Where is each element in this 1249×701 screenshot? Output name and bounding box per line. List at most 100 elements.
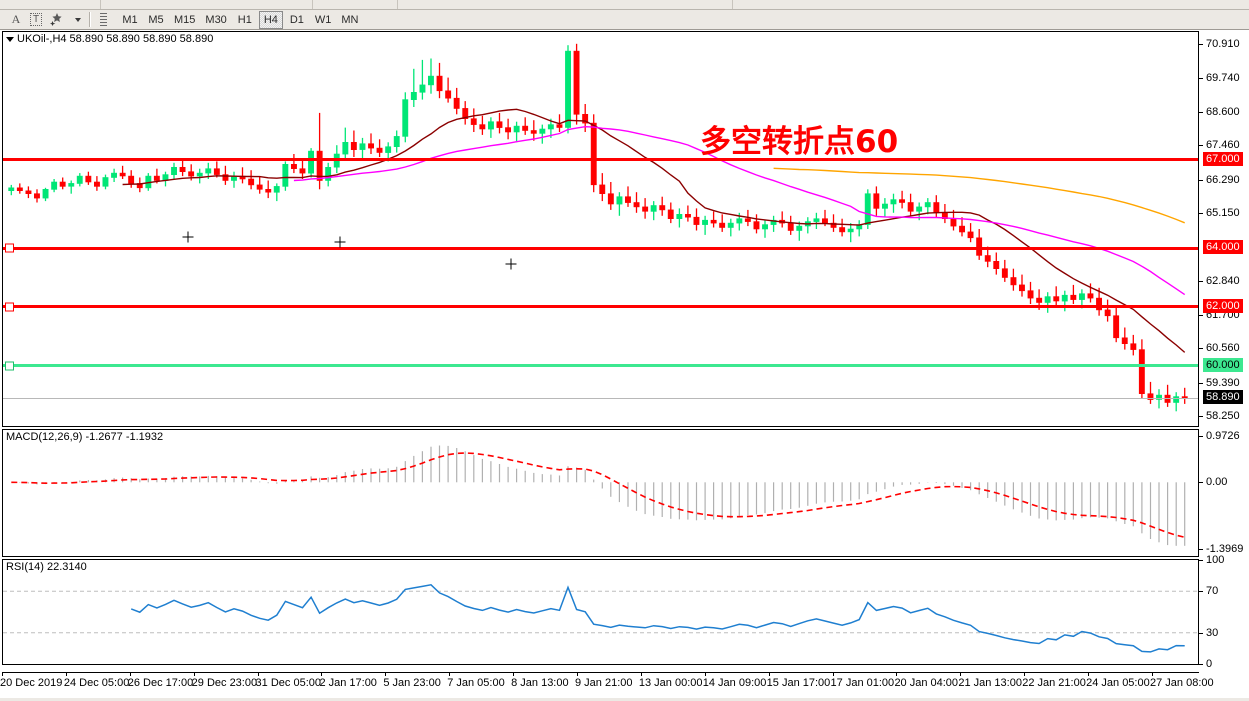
candle-body [102, 177, 109, 187]
candle-body [950, 218, 957, 227]
timeframe-button-m15[interactable]: M15 [174, 13, 196, 26]
candle-body [299, 168, 306, 174]
price-axis-label: 62.840 [1206, 275, 1240, 288]
moving-average-line [293, 125, 1186, 296]
candle-body [1104, 309, 1111, 317]
chart-area[interactable]: UKOil-,H4 58.890 58.890 58.890 58.890 MA… [0, 31, 1249, 701]
candle-body [1087, 293, 1094, 299]
price-axis[interactable]: 70.910 69.740 68.600 67.460 66.290 65.150 62.8… [1199, 31, 1249, 701]
candle-body [325, 167, 332, 181]
price-chart-panel[interactable]: UKOil-,H4 58.890 58.890 58.890 58.890 [2, 31, 1199, 427]
candle-body [111, 172, 118, 178]
price-level-line-62[interactable] [3, 305, 1198, 309]
candle-body [76, 175, 83, 184]
price-level-line-64[interactable] [3, 246, 1198, 250]
macd-axis-label: -1.3969 [1206, 542, 1244, 555]
candle-body [393, 136, 400, 148]
candle-body [1070, 294, 1077, 300]
rsi-axis-tick [1199, 664, 1203, 665]
candle-body [710, 219, 717, 224]
candle-body [16, 187, 23, 192]
macd-canvas [3, 430, 1198, 556]
candle-body [650, 205, 657, 212]
time-axis[interactable]: 20 Dec 2019 24 Dec 05:00 26 Dec 17:00 29 De… [0, 672, 1249, 701]
candle-body [213, 168, 220, 175]
macd-axis-label: 0.9726 [1206, 430, 1240, 443]
candle-body [607, 193, 614, 205]
time-axis-label: 21 Jan 13:00 [958, 677, 1022, 689]
chevron-down-icon [74, 17, 81, 22]
timeframe-button-mn[interactable]: MN [341, 13, 359, 26]
moving-average-line [773, 167, 1185, 224]
rsi-panel[interactable]: RSI(14) 22.3140 [2, 559, 1199, 665]
time-axis-tick [129, 672, 131, 676]
toolbar-segment [397, 0, 733, 9]
candle-body [470, 118, 477, 125]
price-level-badge-67.000[interactable]: 67.000 [1203, 151, 1243, 166]
candle-body [736, 218, 743, 224]
candle-body [1121, 337, 1128, 344]
period-separator-button[interactable] [95, 10, 112, 29]
candle-body [813, 218, 820, 222]
candle-body [642, 206, 649, 212]
time-axis-tick [65, 672, 67, 676]
price-level-handle[interactable] [5, 361, 14, 371]
price-level-badge-62.000[interactable]: 62.000 [1203, 298, 1243, 313]
price-level-line-67[interactable] [3, 158, 1198, 162]
shapes-tool-button[interactable] [46, 10, 68, 29]
price-axis-label: 69.740 [1206, 72, 1240, 85]
chart-toolbar[interactable]: A T M1 M5 M15 M30 H1 H4 D1 W1 MN [0, 10, 1249, 30]
candle-body [222, 174, 229, 181]
price-level-badge-64.000[interactable]: 64.000 [1203, 240, 1243, 255]
price-level-badge-60.000[interactable]: 60.000 [1203, 357, 1243, 372]
price-level-handle[interactable] [5, 243, 14, 253]
candle-body [205, 168, 212, 174]
candle-body [959, 225, 966, 233]
price-axis-tick [1199, 78, 1203, 80]
candle-body [8, 187, 15, 192]
timeframe-button-h1[interactable]: H1 [237, 13, 252, 26]
time-axis-label: 20 Dec 2019 [0, 677, 63, 689]
candle-body [94, 181, 100, 187]
timeframe-button-h4[interactable]: H4 [258, 10, 283, 29]
time-axis-label: 13 Jan 00:00 [638, 677, 703, 689]
candle-body [839, 227, 846, 233]
chart-annotation-text[interactable]: 多空转折点60 [700, 124, 899, 160]
price-chart-canvas[interactable] [3, 32, 1198, 426]
candle-body [179, 167, 186, 173]
candle-body [565, 50, 572, 128]
candle-body [753, 221, 760, 230]
text-tool-button[interactable]: A [11, 12, 21, 26]
timeframe-button-m1[interactable]: M1 [122, 13, 138, 26]
timeframe-button-m5[interactable]: M5 [148, 13, 164, 26]
label-tool-button[interactable]: T [26, 10, 46, 29]
macd-panel-header: MACD(12,26,9) -1.2677 -1.1932 [6, 431, 164, 443]
candle-body [427, 75, 434, 86]
time-axis-label: 9 Jan 21:00 [575, 677, 633, 689]
rsi-panel-header: RSI(14) 22.3140 [6, 561, 87, 573]
toolbar-segment [0, 0, 101, 9]
time-axis-tick [577, 672, 578, 676]
rsi-line [130, 583, 1185, 653]
timeframe-group[interactable]: M1 M5 M15 M30 H1 H4 D1 W1 MN [118, 10, 362, 29]
candle-body [1018, 284, 1025, 292]
timeframe-button-w1[interactable]: W1 [314, 13, 332, 26]
timeframe-button-m30[interactable]: M30 [205, 13, 227, 26]
candle-body [385, 146, 392, 153]
price-axis-tick [1199, 43, 1203, 45]
collapse-caret-icon[interactable] [6, 36, 14, 42]
macd-axis-tick [1199, 548, 1203, 550]
price-level-line-60[interactable] [3, 364, 1198, 368]
macd-panel[interactable]: MACD(12,26,9) -1.2677 -1.1932 [2, 429, 1199, 557]
candle-body [787, 222, 794, 231]
candle-body [1001, 268, 1008, 278]
shapes-dropdown-button[interactable] [68, 10, 85, 29]
candle-body [984, 255, 991, 262]
candle-body [368, 143, 374, 149]
time-axis-tick [257, 672, 259, 676]
timeframe-button-d1[interactable]: D1 [289, 13, 304, 26]
toolbar-divider [89, 12, 91, 27]
price-axis-label: 67.460 [1206, 139, 1240, 152]
price-level-handle[interactable] [5, 302, 14, 312]
price-level-badge-58.890[interactable]: 58.890 [1203, 390, 1243, 405]
